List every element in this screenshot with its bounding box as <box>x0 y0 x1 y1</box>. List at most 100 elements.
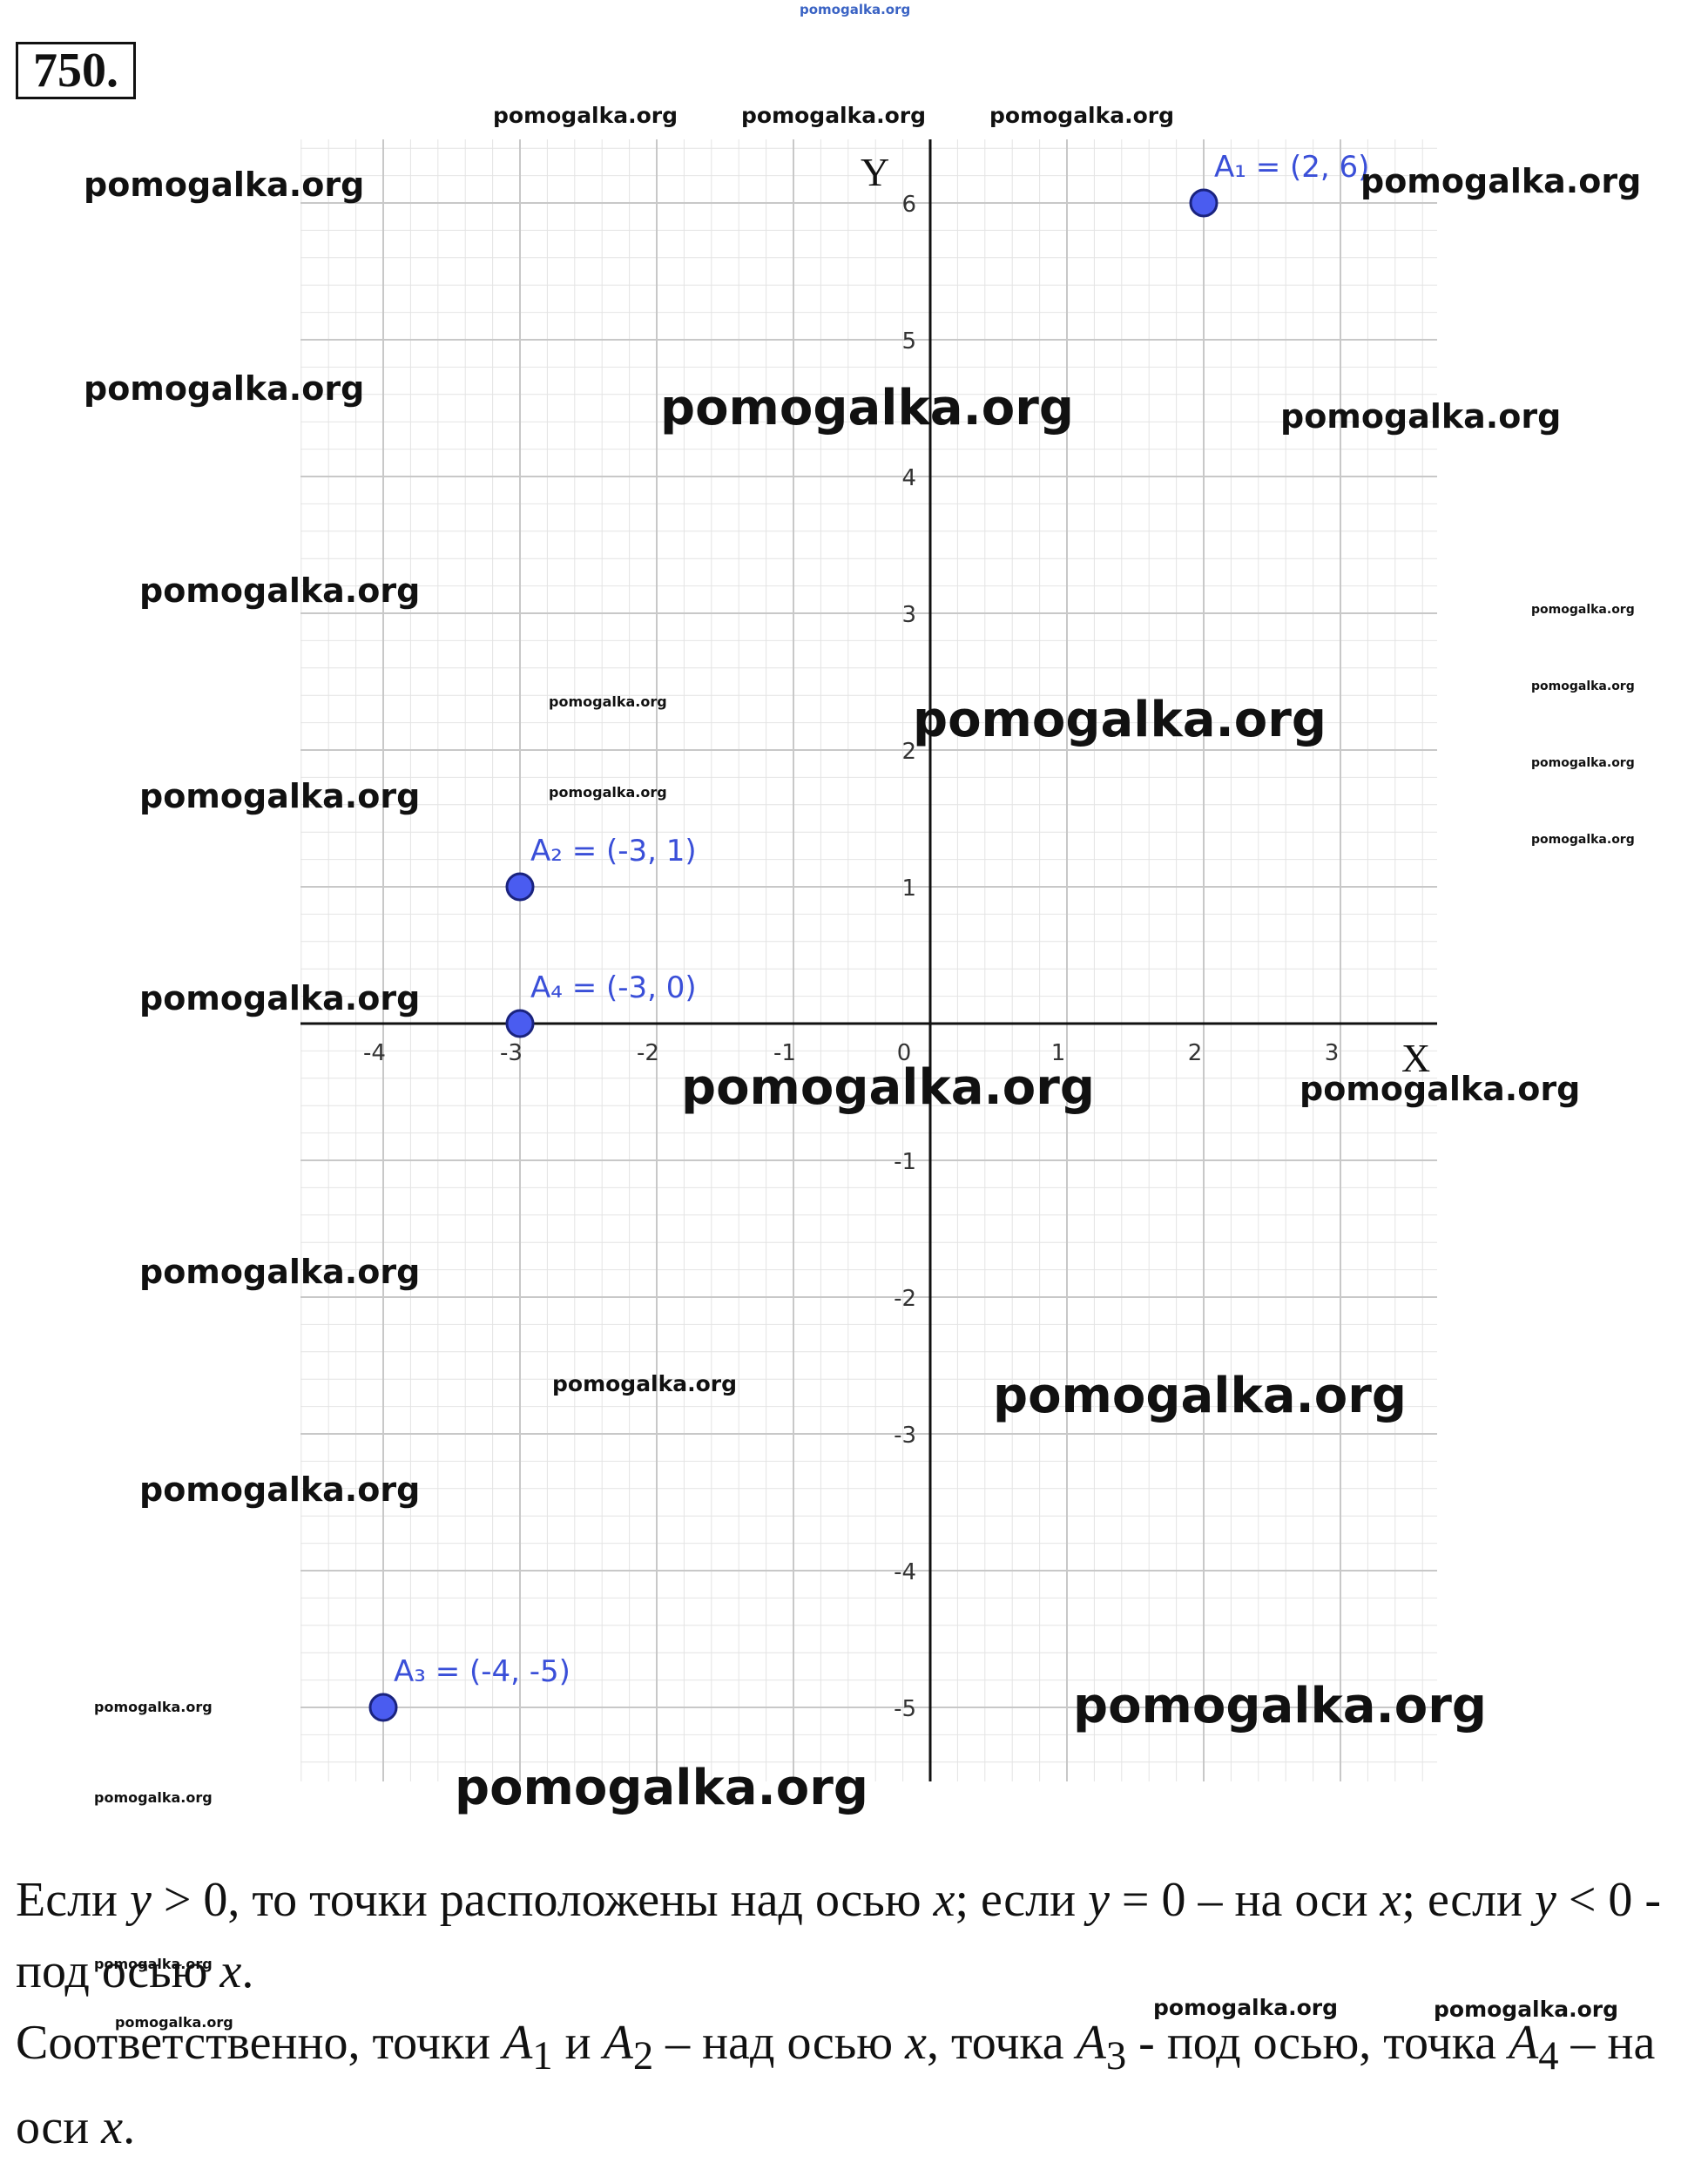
watermark: pomogalka.org <box>1531 603 1635 617</box>
y-tick-label: 5 <box>901 328 916 355</box>
text: и <box>552 2016 604 2070</box>
var-x: x <box>101 2100 124 2155</box>
watermark: pomogalka.org <box>493 103 678 128</box>
watermark: pomogalka.org <box>1360 162 1642 200</box>
text: . <box>123 2100 136 2155</box>
text: Если <box>16 1873 130 1927</box>
watermark: pomogalka.org <box>1434 1997 1619 2022</box>
axes: XY <box>300 139 1437 1781</box>
watermark: pomogalka.org <box>1531 833 1635 847</box>
watermark: pomogalka.org <box>1531 679 1635 693</box>
watermark: pomogalka.org <box>94 1956 213 1972</box>
x-tick-label: 2 <box>1188 1040 1203 1066</box>
watermark: pomogalka.org <box>1153 1995 1339 2020</box>
watermark: pomogalka.org <box>94 1789 213 1806</box>
y-axis-label: Y <box>861 150 889 194</box>
text: – над осью <box>653 2016 906 2070</box>
x-tick-label: -1 <box>773 1040 796 1066</box>
watermark: pomogalka.org <box>115 2014 233 2031</box>
watermark: pomogalka.org <box>455 1760 868 1816</box>
x-tick-label: 1 <box>1051 1040 1066 1066</box>
var-x: x <box>933 1873 955 1927</box>
text: - под осью, точка <box>1126 2016 1509 2070</box>
x-tick-label: -3 <box>500 1040 523 1066</box>
watermark: pomogalka.org <box>139 571 421 610</box>
y-tick-label: 3 <box>901 602 916 628</box>
watermark: pomogalka.org <box>84 369 365 408</box>
y-tick-label: -3 <box>894 1423 916 1449</box>
y-tick-label: 2 <box>901 739 916 765</box>
text: < 0 - под осью <box>16 1873 1662 1998</box>
watermark: pomogalka.org <box>552 1371 738 1396</box>
point-marker <box>368 1693 398 1722</box>
watermark: pomogalka.org <box>1073 1678 1487 1734</box>
text: . <box>241 1944 254 1998</box>
watermark: pomogalka.org <box>139 979 421 1017</box>
watermark: pomogalka.org <box>139 1470 421 1509</box>
watermark: pomogalka.org <box>913 692 1327 748</box>
watermark: pomogalka.org <box>681 1059 1095 1116</box>
watermark: pomogalka.org <box>741 103 927 128</box>
text: = 0 – на оси <box>1109 1873 1381 1927</box>
var-a: A <box>1508 2016 1539 2070</box>
x-tick-label: -4 <box>363 1040 386 1066</box>
subscript: 4 <box>1538 2033 1559 2079</box>
text: ; если <box>955 1873 1089 1927</box>
var-a: A <box>603 2016 633 2070</box>
explanation-line-1: Если y > 0, то точки расположены над ось… <box>16 1864 1692 2007</box>
y-tick-label: 1 <box>901 875 916 902</box>
y-tick-label: -2 <box>894 1286 916 1312</box>
x-tick-label: -2 <box>637 1040 659 1066</box>
points: A₁ = (2, 6) A₂ = (-3, 1) A₃ = (-4, -5) A₄ =… <box>368 150 1369 1722</box>
subscript: 1 <box>532 2033 553 2079</box>
grid-major <box>300 139 1437 1781</box>
x-tick-label: 3 <box>1325 1040 1340 1066</box>
watermark: pomogalka.org <box>84 166 365 204</box>
text: ; если <box>1401 1873 1535 1927</box>
var-y: y <box>1534 1873 1556 1927</box>
y-tick-label: -5 <box>894 1696 916 1722</box>
watermark-top: pomogalka.org <box>800 2 911 17</box>
y-tick-label: 4 <box>901 465 916 491</box>
point-label: A₂ = (-3, 1) <box>530 834 697 869</box>
watermark: pomogalka.org <box>139 777 421 815</box>
var-a: A <box>503 2016 533 2070</box>
y-tick-label: -1 <box>894 1149 916 1175</box>
var-x: x <box>219 1944 242 1998</box>
watermark: pomogalka.org <box>94 1699 213 1715</box>
watermark: pomogalka.org <box>989 103 1175 128</box>
watermark: pomogalka.org <box>993 1368 1407 1424</box>
point-marker <box>1189 188 1219 218</box>
text: Соответственно, точки <box>16 2016 503 2070</box>
tick-labels: -4 -3 -2 -1 0 1 2 3 -5 -4 -3 -2 -1 1 2 3 4 5 6 <box>363 192 1339 1722</box>
watermark: pomogalka.org <box>1531 756 1635 770</box>
watermark: pomogalka.org <box>549 784 667 801</box>
point-label: A₄ = (-3, 0) <box>530 970 697 1005</box>
point-label: A₁ = (2, 6) <box>1214 150 1369 185</box>
watermark: pomogalka.org <box>1300 1070 1581 1108</box>
subscript: 3 <box>1105 2033 1127 2079</box>
watermark: pomogalka.org <box>139 1253 421 1291</box>
watermark: pomogalka.org <box>1280 397 1562 436</box>
problem-number: 750. <box>16 42 136 99</box>
y-tick-label: 6 <box>901 192 916 218</box>
point-marker <box>505 1009 535 1038</box>
var-x: x <box>905 2016 927 2070</box>
point-marker <box>505 872 535 902</box>
explanation-text: Если y > 0, то точки расположены над ось… <box>16 1864 1692 2163</box>
explanation-line-2: Соответственно, точки A1 и A2 – над осью… <box>16 2007 1692 2163</box>
watermark: pomogalka.org <box>660 380 1074 436</box>
var-x: x <box>1380 1873 1402 1927</box>
x-tick-label: 0 <box>897 1040 912 1066</box>
text: > 0, то точки расположены над осью <box>151 1873 934 1927</box>
y-tick-label: -4 <box>894 1559 916 1585</box>
text: , точка <box>926 2016 1077 2070</box>
subscript: 2 <box>632 2033 654 2079</box>
var-y: y <box>129 1873 152 1927</box>
var-a: A <box>1076 2016 1106 2070</box>
x-axis-label: X <box>1401 1036 1430 1080</box>
point-label: A₃ = (-4, -5) <box>394 1654 570 1689</box>
var-y: y <box>1088 1873 1110 1927</box>
watermark: pomogalka.org <box>549 693 667 710</box>
